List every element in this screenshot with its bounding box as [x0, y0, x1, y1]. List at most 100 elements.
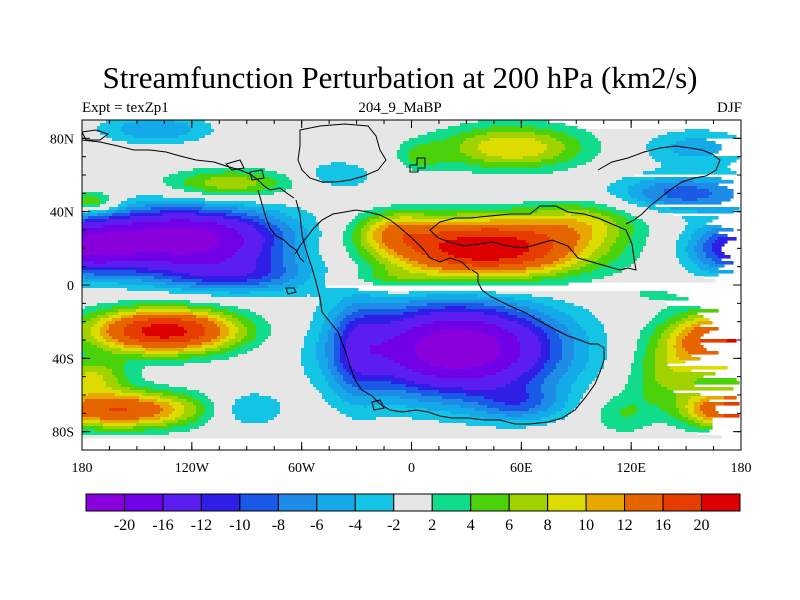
contour-cell: [370, 243, 380, 247]
contour-cell: [202, 402, 215, 406]
contour-cell: [316, 342, 326, 346]
contour-cell: [427, 408, 476, 412]
coastline-greenland: [297, 123, 387, 183]
contour-cell: [550, 135, 572, 139]
contour-cell: [376, 240, 383, 244]
contour-cell: [325, 273, 359, 277]
contour-cell: [178, 396, 194, 400]
contour-cell: [97, 339, 107, 343]
contour-cell: [82, 366, 107, 370]
contour-cell: [340, 312, 353, 316]
contour-cell: [409, 270, 440, 274]
contour-cell: [82, 126, 98, 130]
contour-cell: [562, 351, 575, 355]
contour-cell: [121, 201, 137, 205]
contour-cell: [274, 237, 284, 241]
contour-cell: [295, 237, 308, 241]
contour-cell: [286, 204, 392, 208]
contour-cell: [325, 261, 356, 265]
contour-cell: [346, 228, 356, 232]
contour-cell: [154, 276, 182, 280]
contour-cell: [694, 402, 704, 406]
contour-cell: [328, 330, 338, 334]
contour-cell: [592, 381, 629, 385]
contour-cell: [703, 417, 713, 421]
contour-cell: [550, 315, 572, 319]
contour-cell: [430, 141, 464, 145]
colorbar-swatch: [277, 493, 318, 512]
contour-cell: [91, 327, 101, 331]
contour-cell: [529, 408, 548, 412]
contour-cell: [685, 219, 713, 223]
contour-cell: [313, 318, 326, 322]
contour-cell: [187, 417, 200, 421]
contour-cell: [292, 228, 308, 232]
contour-cell: [601, 144, 647, 148]
contour-cell: [334, 375, 344, 379]
contour-cell: [499, 345, 521, 349]
contour-cell: [709, 270, 734, 274]
contour-cell: [640, 336, 650, 340]
contour-cell: [307, 249, 320, 253]
contour-cell: [406, 243, 440, 247]
contour-cell: [415, 348, 500, 352]
contour-cell: [589, 354, 608, 358]
contour-cell: [481, 228, 500, 232]
contour-cell: [535, 315, 551, 319]
contour-cell: [520, 354, 542, 358]
contour-cell: [343, 375, 353, 379]
contour-cell: [622, 414, 632, 418]
contour-cell: [238, 231, 260, 235]
contour-cell: [241, 420, 269, 424]
contour-cell: [229, 327, 239, 331]
contour-cell: [364, 279, 383, 283]
contour-cell: [151, 324, 179, 328]
contour-cell: [184, 180, 206, 184]
contour-cell: [100, 420, 140, 424]
contour-cell: [379, 243, 386, 247]
contour-cell: [82, 156, 398, 160]
contour-cell: [550, 414, 569, 418]
contour-cell: [190, 252, 236, 256]
contour-cell: [505, 414, 524, 418]
contour-cell: [205, 333, 221, 337]
contour-cell: [430, 333, 488, 337]
contour-cell: [673, 369, 692, 373]
contour-cell: [82, 255, 233, 259]
contour-cell: [373, 276, 398, 280]
contour-cell: [655, 360, 668, 364]
contour-cell: [376, 249, 386, 253]
contour-cell: [133, 315, 197, 319]
contour-cell: [676, 249, 686, 253]
contour-cell: [697, 378, 737, 382]
contour-cell: [616, 195, 632, 199]
contour-cell: [346, 345, 371, 349]
contour-cell: [625, 384, 644, 388]
contour-cell: [640, 294, 677, 298]
contour-cell: [610, 216, 626, 220]
contour-cell: [676, 327, 686, 331]
contour-cell: [283, 282, 305, 286]
contour-cell: [559, 336, 575, 340]
contour-cell: [193, 414, 203, 418]
contour-cell: [85, 321, 98, 325]
contour-cell: [259, 282, 284, 286]
contour-cell: [325, 399, 344, 403]
contour-cell: [241, 216, 260, 220]
contour-cell: [112, 306, 140, 310]
contour-cell: [319, 249, 347, 253]
contour-cell: [448, 261, 524, 265]
contour-cell: [232, 321, 242, 325]
contour-cell: [88, 216, 110, 220]
contour-cell: [259, 216, 275, 220]
contour-cell: [313, 315, 329, 319]
contour-cell: [142, 375, 308, 379]
contour-cell: [661, 162, 731, 166]
contour-cell: [589, 384, 626, 388]
contour-cell: [214, 246, 242, 250]
contour-cell: [559, 153, 578, 157]
contour-cell: [373, 231, 383, 235]
colorbar-label: -16: [152, 517, 173, 534]
contour-cell: [214, 231, 239, 235]
contour-cell: [94, 336, 104, 340]
